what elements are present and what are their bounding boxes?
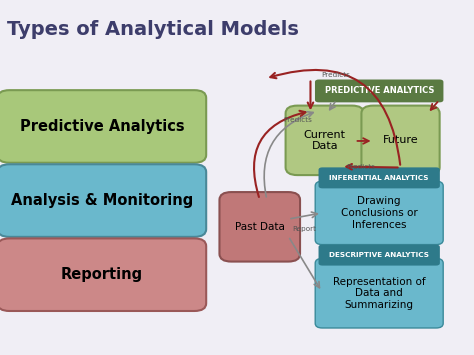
FancyBboxPatch shape: [219, 192, 300, 262]
Text: Predicts: Predicts: [283, 117, 312, 123]
FancyBboxPatch shape: [319, 245, 440, 266]
Text: PREDICTIVE ANALYTICS: PREDICTIVE ANALYTICS: [325, 86, 434, 95]
FancyBboxPatch shape: [319, 167, 440, 189]
FancyBboxPatch shape: [0, 239, 206, 311]
FancyBboxPatch shape: [315, 80, 444, 102]
Text: Drawing
Conclusions or
Inferences: Drawing Conclusions or Inferences: [341, 196, 418, 230]
FancyBboxPatch shape: [0, 164, 206, 237]
Text: Current
Data: Current Data: [304, 130, 346, 151]
FancyBboxPatch shape: [361, 105, 439, 175]
FancyBboxPatch shape: [315, 181, 443, 245]
Text: INFERENTIAL ANALYTICS: INFERENTIAL ANALYTICS: [329, 175, 429, 181]
Text: DESCRIPTIVE ANALYTICS: DESCRIPTIVE ANALYTICS: [329, 252, 429, 258]
Text: Past Data: Past Data: [235, 222, 285, 232]
Text: Types of Analytical Models: Types of Analytical Models: [7, 21, 299, 39]
Text: Analysis & Monitoring: Analysis & Monitoring: [11, 193, 193, 208]
FancyBboxPatch shape: [0, 90, 206, 163]
Text: Predicts: Predicts: [321, 72, 350, 78]
Text: Future: Future: [383, 135, 419, 145]
FancyBboxPatch shape: [315, 258, 443, 328]
FancyBboxPatch shape: [285, 105, 364, 175]
Text: Predicts: Predicts: [346, 164, 374, 170]
Text: Reporting: Reporting: [61, 267, 143, 282]
Text: Representation of
Data and
Summarizing: Representation of Data and Summarizing: [333, 277, 426, 310]
Text: Predictive Analytics: Predictive Analytics: [19, 119, 184, 134]
Text: Report: Report: [292, 226, 316, 232]
